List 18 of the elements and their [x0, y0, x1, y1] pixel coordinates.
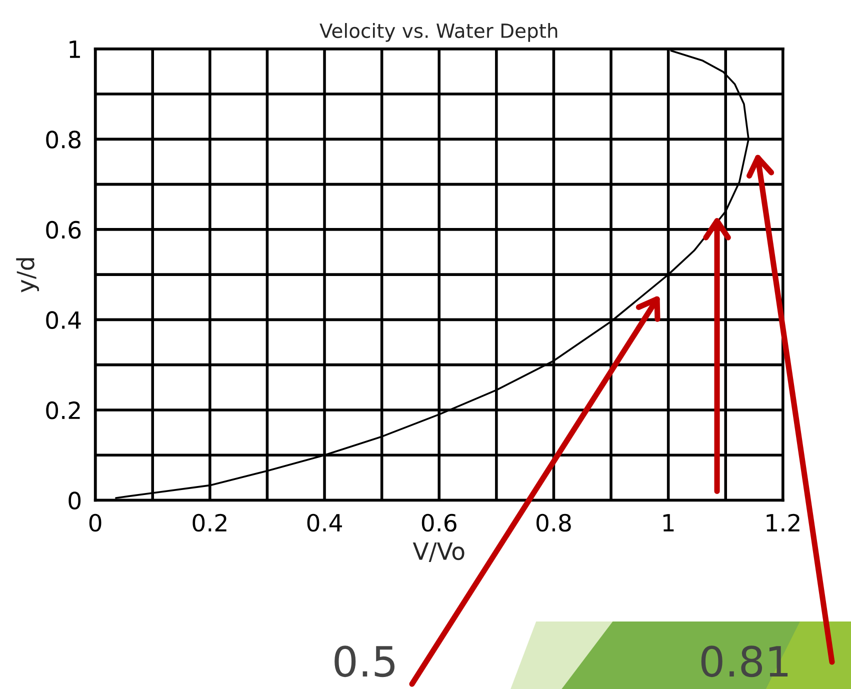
y-tick-label: 0: [68, 492, 81, 510]
x-tick-label: 0: [89, 514, 102, 532]
y-tick-label: 0.4: [46, 311, 81, 329]
y-tick-label: 1: [70, 40, 80, 58]
x-tick-label: 0.8: [536, 514, 571, 532]
x-tick-label: 0.4: [307, 514, 342, 532]
chart-title: Velocity vs. Water Depth: [320, 23, 558, 42]
y-tick-label: 0.8: [46, 130, 81, 148]
text: 0.5: [334, 646, 394, 678]
x-tick-label: 0.6: [422, 514, 456, 532]
x-tick-label: 1: [663, 514, 674, 532]
x-axis-title: V/Vo: [412, 542, 464, 562]
y-tick-label: 0.6: [46, 220, 81, 239]
x-tick-label: 0.2: [192, 514, 226, 532]
text: 0.81: [701, 646, 788, 678]
y-axis-title: y/d: [16, 258, 40, 292]
y-tick-label: 0.2: [46, 401, 80, 420]
x-tick-label: 1.2: [766, 514, 800, 532]
